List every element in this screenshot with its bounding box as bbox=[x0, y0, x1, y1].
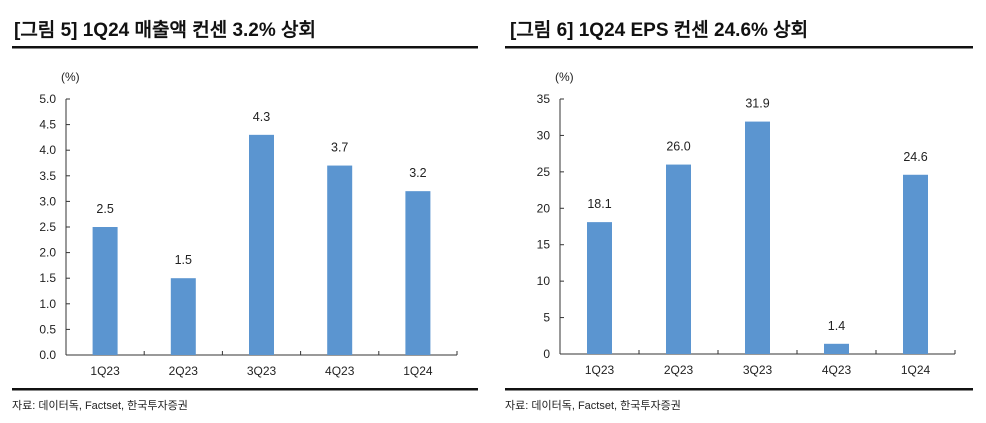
y-tick-label: 2.0 bbox=[39, 246, 56, 260]
data-label: 1.5 bbox=[175, 253, 192, 267]
y-tick-label: 25 bbox=[537, 165, 551, 179]
y-tick-label: 5 bbox=[543, 311, 550, 325]
data-label: 24.6 bbox=[903, 150, 927, 164]
y-tick-label: 1.5 bbox=[39, 271, 56, 285]
data-label: 3.2 bbox=[409, 166, 426, 180]
y-tick-label: 1.0 bbox=[39, 297, 56, 311]
x-tick-label: 2Q23 bbox=[664, 363, 694, 377]
x-tick-label: 4Q23 bbox=[822, 363, 852, 377]
chart-title: [그림 5] 1Q24 매출액 컨센 3.2% 상회 bbox=[14, 19, 316, 41]
source-note: 자료: 데이터독, Factset, 한국투자증권 bbox=[505, 399, 681, 412]
source-rule bbox=[505, 388, 973, 391]
x-tick-label: 3Q23 bbox=[247, 364, 277, 378]
x-tick-label: 1Q23 bbox=[90, 364, 120, 378]
y-tick-label: 2.5 bbox=[39, 220, 56, 234]
x-tick-label: 1Q24 bbox=[901, 363, 931, 377]
x-tick-label: 1Q24 bbox=[403, 364, 433, 378]
x-tick-label: 1Q23 bbox=[585, 363, 615, 377]
data-label: 4.3 bbox=[253, 110, 270, 124]
source-note: 자료: 데이터독, Factset, 한국투자증권 bbox=[12, 399, 188, 412]
title-rule bbox=[12, 46, 478, 49]
bar-1Q23 bbox=[92, 227, 118, 355]
data-label: 1.4 bbox=[828, 319, 845, 333]
x-tick-label: 2Q23 bbox=[169, 364, 199, 378]
bar-1Q24 bbox=[903, 174, 928, 354]
bar-1Q24 bbox=[405, 191, 431, 355]
data-label: 3.7 bbox=[331, 141, 348, 155]
chart-title: [그림 6] 1Q24 EPS 컨센 24.6% 상회 bbox=[510, 19, 808, 41]
y-tick-label: 5.0 bbox=[39, 92, 56, 106]
data-label: 2.5 bbox=[96, 202, 113, 216]
bar-2Q23 bbox=[666, 164, 691, 354]
y-tick-label: 15 bbox=[537, 238, 551, 252]
title-rule bbox=[505, 46, 973, 49]
bar-4Q23 bbox=[327, 165, 353, 355]
y-tick-label: 10 bbox=[537, 274, 551, 288]
y-tick-label: 4.5 bbox=[39, 118, 56, 132]
y-tick-label: 3.5 bbox=[39, 169, 56, 183]
bar-1Q23 bbox=[587, 222, 612, 354]
y-tick-label: 0.0 bbox=[39, 348, 56, 362]
y-tick-label: 3.0 bbox=[39, 194, 56, 208]
chart-panel-2: [그림 6] 1Q24 EPS 컨센 24.6% 상회 (%) 0 5 10 15 20 25… bbox=[505, 19, 973, 412]
unit-label: (%) bbox=[61, 70, 80, 84]
data-label: 18.1 bbox=[587, 197, 611, 211]
y-tick-label: 0.5 bbox=[39, 322, 56, 336]
bar-4Q23 bbox=[824, 343, 849, 354]
y-tick-label: 20 bbox=[537, 201, 551, 215]
data-label: 26.0 bbox=[666, 140, 690, 154]
x-tick-label: 4Q23 bbox=[325, 364, 355, 378]
bar-3Q23 bbox=[745, 121, 770, 354]
y-tick-label: 0 bbox=[543, 347, 550, 361]
chart-panel-1: [그림 5] 1Q24 매출액 컨센 3.2% 상회 (%) 0.0 0.5 1.0 1.… bbox=[12, 19, 478, 412]
y-tick-label: 4.0 bbox=[39, 143, 56, 157]
unit-label: (%) bbox=[555, 70, 574, 84]
y-tick-label: 35 bbox=[537, 92, 551, 106]
bar-2Q23 bbox=[170, 278, 196, 355]
x-tick-label: 3Q23 bbox=[743, 363, 773, 377]
source-rule bbox=[12, 388, 478, 391]
data-label: 31.9 bbox=[745, 97, 769, 111]
y-tick-label: 30 bbox=[537, 128, 551, 142]
bar-3Q23 bbox=[249, 134, 274, 355]
